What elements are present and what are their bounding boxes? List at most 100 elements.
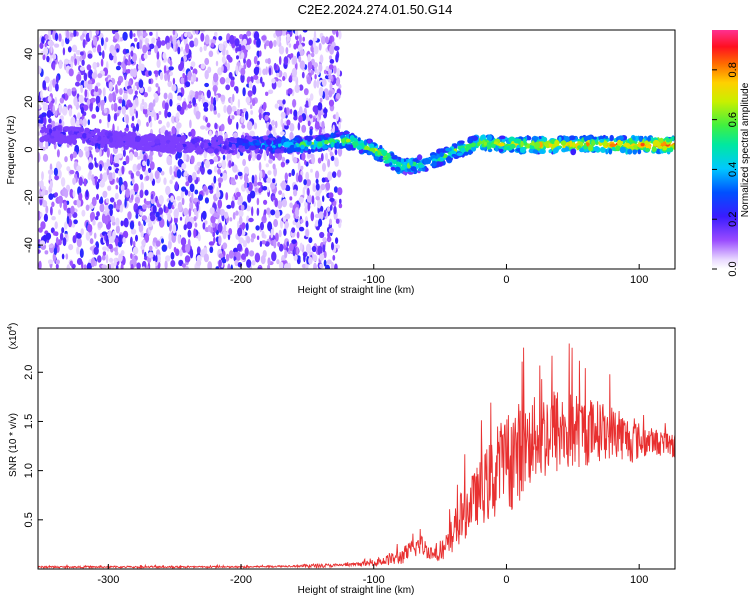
noise-blob bbox=[253, 122, 258, 130]
noise-blob bbox=[173, 216, 178, 224]
noise-blob bbox=[155, 240, 161, 247]
noise-blob bbox=[172, 223, 177, 234]
noise-blob bbox=[99, 203, 105, 213]
noise-blob bbox=[172, 36, 177, 46]
noise-blob bbox=[113, 30, 119, 33]
noise-blob bbox=[218, 35, 223, 41]
spectrogram-y-axis: -40 -20 0 20 40 bbox=[23, 48, 43, 253]
noise-blob bbox=[54, 231, 59, 237]
noise-blob bbox=[102, 190, 108, 198]
noise-blob bbox=[92, 61, 97, 70]
noise-blob bbox=[101, 254, 106, 261]
noise-blob bbox=[87, 80, 93, 85]
snr-line-path bbox=[38, 343, 675, 569]
noise-blob bbox=[207, 169, 213, 175]
noise-blob bbox=[208, 130, 212, 137]
noise-blob bbox=[193, 37, 199, 47]
noise-blob bbox=[115, 237, 119, 247]
noise-blob bbox=[256, 38, 261, 48]
noise-blob bbox=[54, 221, 58, 230]
noise-blob bbox=[55, 83, 59, 92]
noise-blob bbox=[99, 163, 103, 172]
noise-blob bbox=[310, 69, 315, 75]
noise-blob bbox=[113, 201, 117, 209]
noise-blob bbox=[222, 172, 228, 181]
noise-blob bbox=[65, 253, 69, 260]
signal-blob bbox=[369, 143, 375, 148]
noise-blob bbox=[212, 231, 216, 238]
noise-blob bbox=[130, 172, 134, 179]
noise-blob bbox=[253, 181, 258, 187]
signal-blob bbox=[300, 144, 305, 150]
noise-blob bbox=[245, 111, 249, 121]
noise-blob bbox=[240, 73, 245, 83]
noise-blob bbox=[110, 153, 113, 163]
noise-blob bbox=[248, 154, 252, 162]
noise-blob bbox=[329, 45, 335, 55]
noise-blob bbox=[267, 170, 272, 176]
noise-blob bbox=[95, 30, 100, 35]
noise-blob bbox=[82, 118, 87, 127]
noise-blob bbox=[238, 216, 243, 225]
noise-blob bbox=[170, 252, 175, 260]
noise-blob bbox=[80, 34, 84, 41]
noise-blob bbox=[272, 155, 276, 161]
noise-blob bbox=[86, 262, 92, 269]
noise-blob bbox=[335, 218, 340, 224]
noise-blob bbox=[136, 63, 139, 72]
noise-blob bbox=[208, 50, 214, 58]
signal-blob bbox=[390, 166, 396, 171]
noise-blob bbox=[193, 207, 197, 216]
noise-blob bbox=[302, 36, 306, 42]
noise-blob bbox=[47, 169, 54, 175]
signal-blob bbox=[322, 145, 329, 150]
signal-blob bbox=[232, 144, 237, 150]
noise-blob bbox=[169, 35, 173, 42]
noise-blob bbox=[225, 253, 230, 262]
signal-blob bbox=[126, 143, 133, 148]
noise-blob bbox=[109, 236, 115, 244]
noise-blob bbox=[234, 259, 239, 267]
noise-blob bbox=[113, 154, 120, 164]
noise-blob bbox=[240, 52, 245, 59]
noise-blob bbox=[297, 122, 301, 131]
snr-panel: -300 -200 -100 0 100 0.5 1.0 1.5 2.0 Height of … bbox=[7, 323, 676, 596]
noise-blob bbox=[240, 204, 245, 211]
noise-blob bbox=[66, 215, 70, 225]
signal-blob bbox=[394, 166, 401, 173]
signal-blob bbox=[383, 159, 391, 164]
noise-blob bbox=[329, 59, 335, 64]
noise-blob bbox=[221, 159, 227, 170]
noise-blob bbox=[220, 94, 226, 103]
noise-blob bbox=[313, 79, 317, 89]
noise-blob bbox=[323, 209, 327, 217]
noise-blob bbox=[332, 254, 336, 261]
noise-blob bbox=[118, 176, 123, 187]
noise-blob bbox=[289, 75, 292, 82]
noise-blob bbox=[52, 78, 56, 88]
noise-blob bbox=[196, 246, 201, 256]
noise-blob bbox=[62, 47, 66, 56]
signal-blob bbox=[638, 135, 643, 142]
noise-blob bbox=[258, 67, 262, 76]
noise-blob bbox=[265, 163, 269, 168]
noise-blob bbox=[121, 106, 127, 115]
noise-blob bbox=[227, 263, 231, 269]
signal-blob bbox=[527, 136, 532, 141]
noise-blob bbox=[145, 175, 150, 181]
x-tick-label: -200 bbox=[230, 274, 252, 286]
noise-blob bbox=[243, 57, 246, 64]
noise-blob bbox=[213, 165, 218, 173]
noise-blob bbox=[104, 233, 107, 242]
noise-blob bbox=[334, 149, 338, 156]
noise-blob bbox=[95, 105, 100, 113]
noise-blob bbox=[190, 61, 196, 68]
signal-blob bbox=[352, 142, 357, 149]
noise-blob bbox=[195, 110, 201, 120]
noise-blob bbox=[306, 194, 312, 204]
noise-blob bbox=[61, 227, 65, 234]
noise-blob bbox=[126, 69, 131, 74]
noise-blob bbox=[231, 105, 237, 112]
